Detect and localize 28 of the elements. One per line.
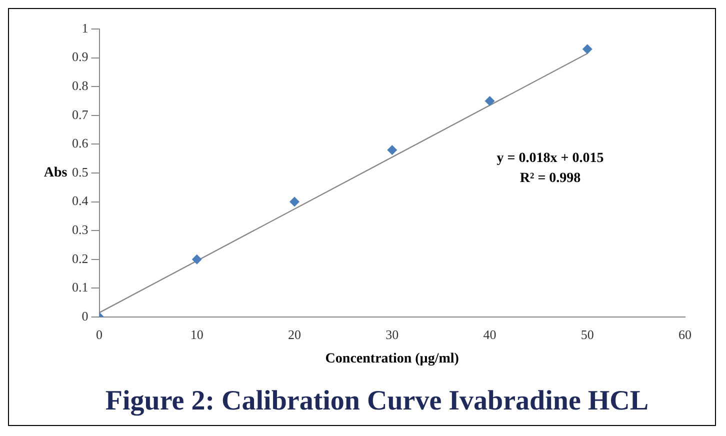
y-tick-label: 0.9	[72, 49, 88, 64]
y-tick-label: 0.1	[72, 280, 88, 295]
x-tick-label: 30	[386, 327, 399, 342]
x-tick-label: 0	[96, 327, 102, 342]
y-tick-label: 0.8	[72, 78, 88, 94]
y-axis-title: Abs	[44, 166, 68, 181]
y-tick-label: 0.6	[72, 136, 89, 151]
point	[290, 196, 300, 207]
y-tick-label: 0.2	[72, 250, 88, 266]
point	[484, 96, 495, 106]
x-tick-label: 10	[190, 327, 204, 342]
point	[582, 44, 592, 54]
y-tick-label: 0.3	[72, 222, 88, 238]
x-tick-label: 50	[580, 327, 594, 342]
annotation: y = 0.018x + 0.015	[496, 151, 604, 166]
point	[387, 144, 398, 155]
y-tick-label: 0.7	[72, 106, 89, 122]
y-tick-label: 0	[82, 308, 88, 324]
x-tick-label: 60	[678, 327, 692, 342]
annotation: R² = 0.998	[520, 171, 581, 186]
x-tick-label: 40	[483, 327, 496, 342]
x-tick-label: 20	[288, 327, 301, 342]
y-tick-label: 1	[82, 20, 88, 36]
x-axis-title: Concentration (µg/ml)	[325, 352, 460, 367]
text: Figure 2: Calibration Curve Ivabradine HCL	[105, 385, 649, 416]
point	[192, 254, 202, 264]
y-tick-label: 0.5	[72, 164, 88, 180]
y-tick-label: 0.4	[72, 193, 89, 208]
